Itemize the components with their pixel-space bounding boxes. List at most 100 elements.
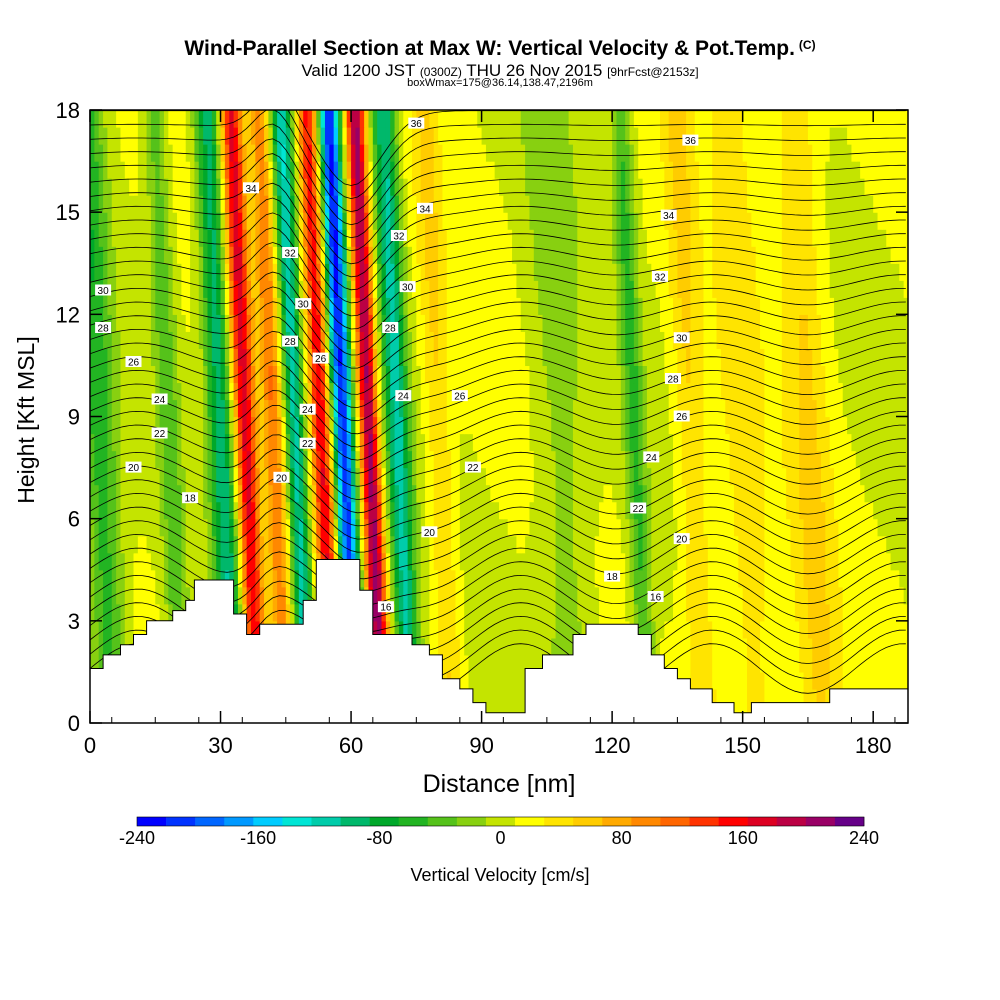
velocity-cell xyxy=(855,280,861,298)
velocity-cell xyxy=(90,620,95,639)
velocity-cell xyxy=(747,365,752,384)
velocity-cell xyxy=(411,399,417,418)
velocity-cell xyxy=(546,365,552,384)
velocity-cell xyxy=(394,620,400,639)
velocity-cell xyxy=(751,688,757,707)
velocity-cell xyxy=(733,569,739,588)
velocity-cell xyxy=(364,297,370,315)
velocity-cell xyxy=(150,467,156,486)
velocity-cell xyxy=(333,399,339,418)
velocity-cell xyxy=(842,671,848,690)
velocity-cell xyxy=(733,637,739,656)
velocity-cell xyxy=(668,280,674,298)
velocity-cell xyxy=(198,484,204,503)
velocity-cell xyxy=(107,365,113,384)
velocity-cell xyxy=(307,569,313,588)
velocity-cell xyxy=(533,518,539,537)
velocity-cell xyxy=(464,535,470,554)
velocity-cell xyxy=(860,501,866,520)
velocity-cell xyxy=(825,280,831,298)
velocity-cell xyxy=(346,467,352,486)
velocity-cell xyxy=(586,450,591,469)
velocity-cell xyxy=(290,399,296,418)
velocity-cell xyxy=(429,467,435,486)
velocity-cell xyxy=(794,671,800,690)
velocity-cell xyxy=(729,484,735,503)
velocity-cell xyxy=(277,535,283,554)
velocity-cell xyxy=(355,535,361,554)
velocity-cell xyxy=(111,433,117,452)
velocity-cell xyxy=(581,518,587,537)
velocity-cell xyxy=(781,365,787,384)
velocity-cell xyxy=(794,654,800,673)
velocity-cell xyxy=(255,331,261,349)
velocity-cell xyxy=(298,586,304,605)
velocity-cell xyxy=(616,433,622,452)
velocity-cell xyxy=(503,433,509,452)
velocity-cell xyxy=(237,314,243,332)
velocity-cell xyxy=(394,467,400,486)
velocity-cell xyxy=(707,280,713,298)
velocity-cell xyxy=(464,297,470,315)
velocity-cell xyxy=(272,501,278,520)
velocity-cell xyxy=(625,484,631,503)
velocity-cell xyxy=(659,552,665,571)
velocity-cell xyxy=(290,586,296,605)
velocity-cell xyxy=(246,433,252,452)
velocity-cell xyxy=(673,501,678,520)
velocity-cell xyxy=(538,399,544,418)
velocity-cell xyxy=(224,314,230,332)
velocity-cell xyxy=(603,331,609,349)
velocity-cell xyxy=(255,569,261,588)
velocity-cell xyxy=(799,501,805,520)
velocity-cell xyxy=(664,314,670,332)
velocity-cell xyxy=(124,518,130,537)
velocity-cell xyxy=(224,484,230,503)
velocity-cell xyxy=(472,297,478,315)
velocity-cell xyxy=(659,348,665,367)
velocity-cell xyxy=(507,365,513,384)
velocity-cell xyxy=(485,314,491,332)
velocity-cell xyxy=(372,569,378,588)
velocity-cell xyxy=(307,365,313,384)
velocity-cell xyxy=(659,637,665,656)
velocity-cell xyxy=(177,365,182,384)
velocity-cell xyxy=(816,552,822,571)
velocity-cell xyxy=(559,331,565,349)
velocity-cell xyxy=(455,603,461,622)
velocity-cell xyxy=(668,450,674,469)
velocity-cell xyxy=(242,603,248,622)
velocity-cell xyxy=(411,586,417,605)
velocity-cell xyxy=(546,535,552,554)
velocity-cell xyxy=(894,535,900,554)
velocity-cell xyxy=(259,569,265,588)
velocity-cell xyxy=(703,671,709,690)
velocity-cell xyxy=(272,399,278,418)
velocity-cell xyxy=(764,518,770,537)
velocity-cell xyxy=(146,535,152,554)
velocity-cell xyxy=(190,314,196,332)
velocity-cell xyxy=(551,518,557,537)
velocity-cell xyxy=(142,620,148,639)
velocity-cell xyxy=(525,314,531,332)
velocity-cell xyxy=(224,552,230,571)
velocity-cell xyxy=(268,586,274,605)
velocity-cell xyxy=(616,365,622,384)
velocity-cell xyxy=(659,297,665,315)
velocity-cell xyxy=(825,433,831,452)
velocity-cell xyxy=(860,637,866,656)
velocity-cell xyxy=(847,586,853,605)
velocity-cell xyxy=(494,552,500,571)
velocity-cell xyxy=(520,433,526,452)
velocity-cell xyxy=(807,450,813,469)
velocity-cell xyxy=(773,501,779,520)
velocity-cell xyxy=(681,484,687,503)
velocity-cell xyxy=(507,263,513,281)
velocity-cell xyxy=(446,314,452,332)
velocity-cell xyxy=(799,365,805,384)
velocity-cell xyxy=(446,331,452,349)
velocity-cell xyxy=(237,297,243,315)
velocity-cell xyxy=(416,382,422,401)
velocity-cell xyxy=(773,280,779,298)
velocity-cell xyxy=(607,552,613,571)
